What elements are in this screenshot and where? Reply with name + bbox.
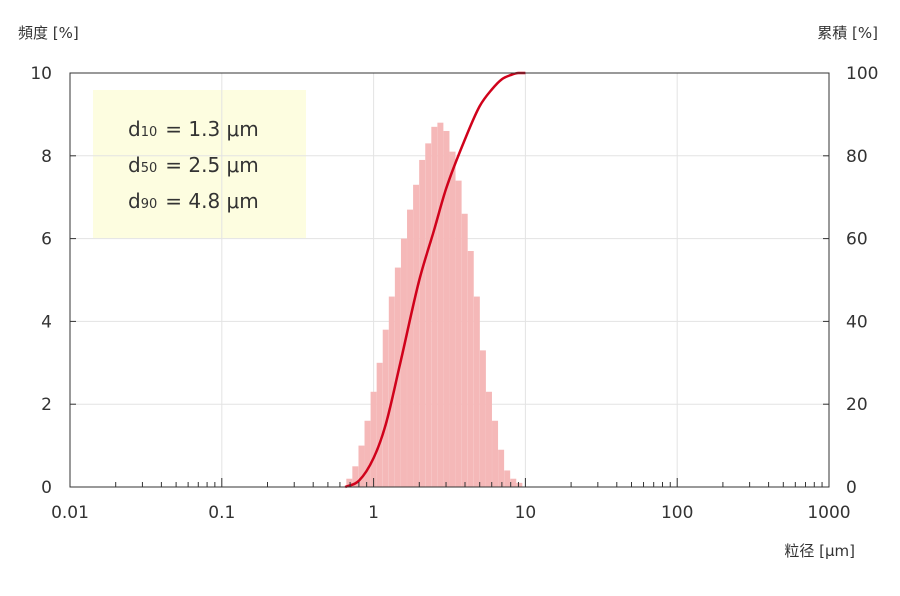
left-axis-title: 頻度 [%]: [18, 24, 79, 42]
y-left-tick-label: 10: [30, 64, 52, 84]
frequency-bar: [492, 421, 498, 487]
y-right-tick-label: 80: [846, 147, 868, 167]
y-right-tick-label: 40: [846, 312, 868, 332]
frequency-bar: [377, 363, 383, 487]
frequency-bar: [371, 392, 377, 487]
frequency-bar: [468, 251, 474, 487]
y-left-tick-label: 4: [41, 312, 52, 332]
x-axis-title: 粒径 [μm]: [784, 542, 855, 560]
frequency-bar: [431, 127, 437, 487]
x-tick-label: 0.01: [51, 503, 89, 523]
frequency-bar: [419, 160, 425, 487]
frequency-bar: [401, 239, 407, 487]
frequency-bar: [516, 483, 522, 487]
y-left-tick-label: 2: [41, 395, 52, 415]
frequency-bar: [383, 330, 389, 487]
frequency-bar: [413, 185, 419, 487]
frequency-bar: [474, 297, 480, 487]
y-left-tick-label: 0: [41, 478, 52, 498]
y-left-tick-label: 6: [41, 230, 52, 250]
frequency-bars: [346, 123, 522, 487]
frequency-bar: [486, 392, 492, 487]
right-axis-title: 累積 [%]: [817, 24, 878, 42]
x-tick-label: 1: [368, 503, 379, 523]
x-tick-label: 100: [661, 503, 693, 523]
frequency-bar: [437, 123, 443, 487]
y-right-tick-label: 20: [846, 395, 868, 415]
y-right-tick-label: 60: [846, 230, 868, 250]
frequency-bar: [504, 470, 510, 487]
x-tick-label: 0.1: [208, 503, 235, 523]
y-right-tick-label: 100: [846, 64, 878, 84]
y-left-tick-label: 8: [41, 147, 52, 167]
frequency-bar: [462, 214, 468, 487]
x-tick-label: 10: [515, 503, 537, 523]
y-right-tick-label: 0: [846, 478, 857, 498]
x-tick-label: 1000: [807, 503, 850, 523]
frequency-bar: [456, 181, 462, 487]
frequency-bar: [407, 210, 413, 487]
frequency-bar: [365, 421, 371, 487]
frequency-bar: [450, 152, 456, 487]
frequency-bar: [480, 350, 486, 487]
frequency-bar: [498, 450, 504, 487]
frequency-bar: [425, 143, 431, 487]
